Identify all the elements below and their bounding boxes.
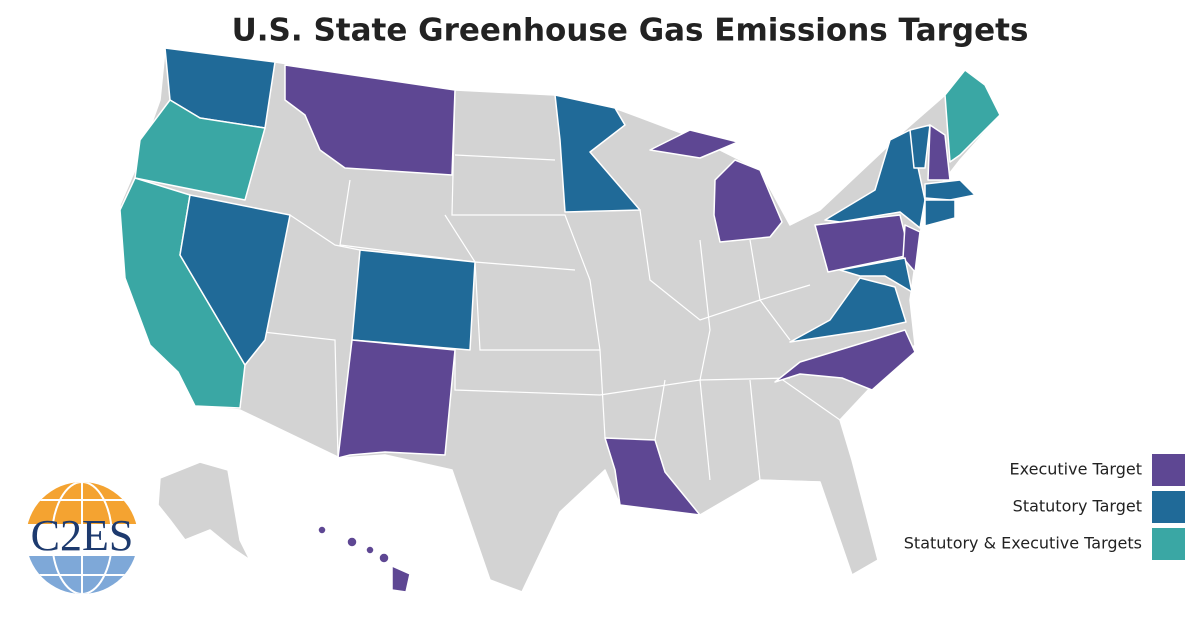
state [378,552,390,564]
state [789,277,907,343]
state [346,536,358,548]
legend-label: Executive Target [1010,460,1142,479]
state [839,257,913,293]
state [317,525,327,535]
state [365,545,375,555]
state-border [244,329,339,459]
logo: C2ES [26,482,138,594]
state [924,179,976,201]
legend: Executive Target Statutory Target Statutor… [904,454,1185,560]
state [902,224,921,273]
state [554,94,641,213]
state [944,69,1001,163]
legend-swatch [1152,454,1185,486]
state-border [339,179,606,439]
logo-text: C2ES [31,511,134,560]
state [924,199,956,227]
state-border [779,377,841,421]
state-shapes [119,47,1001,593]
alaska [157,461,251,561]
state-border [749,239,811,301]
state-border [654,379,666,441]
state-border [451,89,601,351]
state [351,249,476,351]
state-border [699,239,711,481]
state-border [639,209,791,341]
state-border [454,350,791,396]
legend-label: Statutory & Executive Targets [904,534,1142,553]
state [134,99,266,201]
state [284,64,456,176]
state [774,329,916,391]
state [909,124,931,169]
title: U.S. State Greenhouse Gas Emissions Targ… [232,13,1029,49]
state [337,339,456,459]
state [604,437,701,516]
legend-swatch [1152,491,1185,523]
state-border [749,379,821,483]
state [391,565,411,593]
state [927,124,951,181]
state-border [454,154,556,161]
state-border [289,214,361,251]
state [649,129,739,159]
state [713,159,783,243]
state [179,194,291,366]
legend-label: Statutory Target [1013,497,1142,516]
legend-swatch [1152,528,1185,560]
